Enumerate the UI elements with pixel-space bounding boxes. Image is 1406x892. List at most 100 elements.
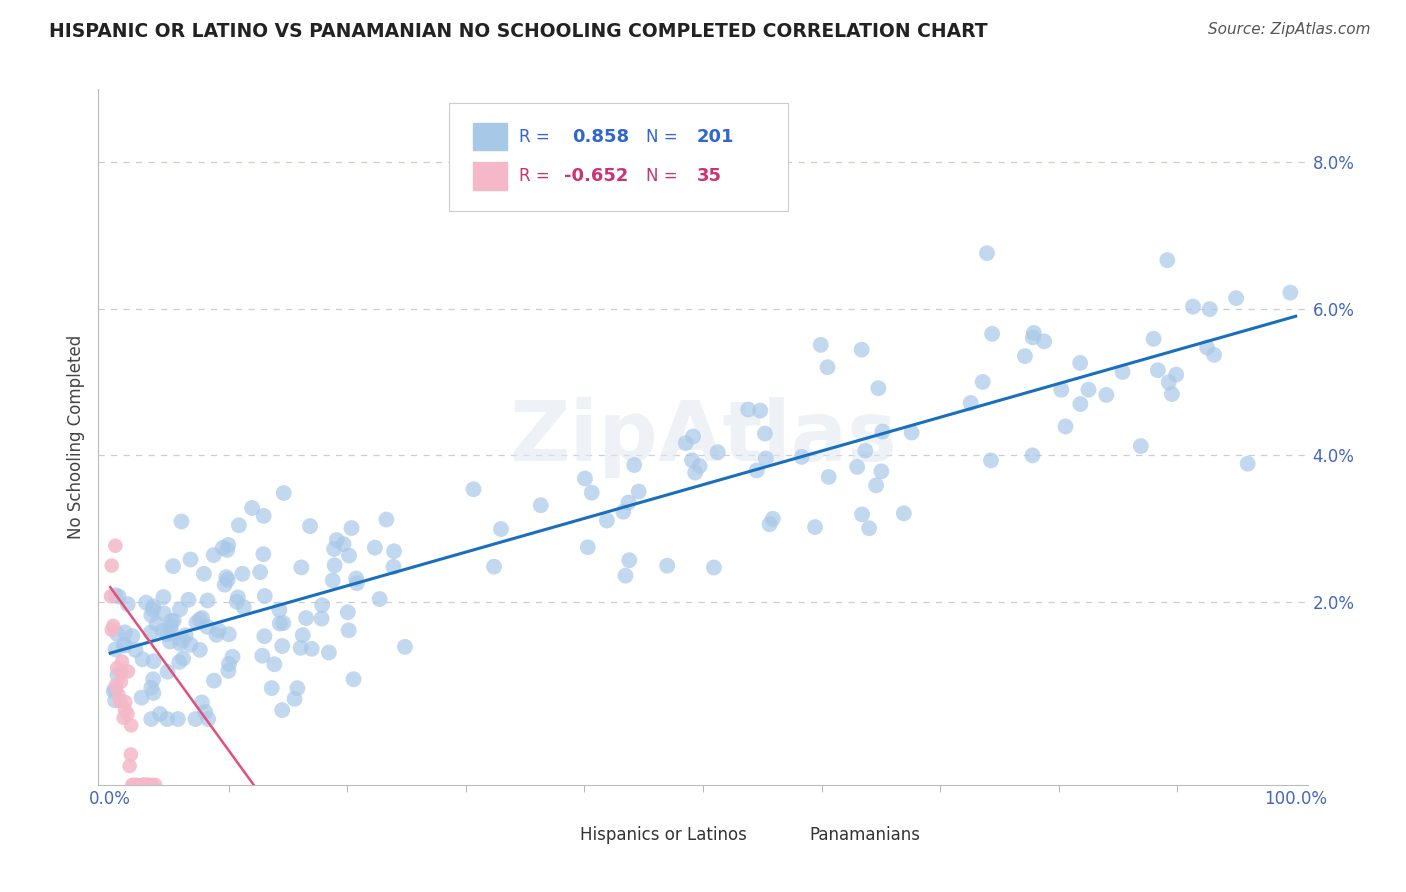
Point xyxy=(142,599,165,614)
Point xyxy=(311,611,333,625)
Point xyxy=(111,655,134,669)
Point xyxy=(318,646,340,660)
Point xyxy=(194,705,217,719)
Point xyxy=(193,566,215,581)
Point xyxy=(1022,326,1045,340)
Point xyxy=(576,541,599,555)
Point xyxy=(141,681,163,695)
Point xyxy=(1111,365,1133,379)
Point xyxy=(114,703,136,717)
Point xyxy=(868,381,890,395)
Point xyxy=(114,639,136,653)
Point xyxy=(260,681,283,695)
Point xyxy=(290,560,312,574)
Point xyxy=(269,616,291,631)
Text: -0.652: -0.652 xyxy=(564,167,628,186)
Point xyxy=(322,574,344,588)
Point xyxy=(167,712,190,726)
Point xyxy=(252,547,274,561)
Point xyxy=(117,665,139,679)
Point xyxy=(1077,383,1099,397)
Point xyxy=(846,459,869,474)
Point xyxy=(284,691,307,706)
Point xyxy=(180,638,202,652)
Point xyxy=(311,598,333,612)
Point xyxy=(136,778,159,792)
Point xyxy=(103,619,125,633)
Point xyxy=(1157,376,1180,390)
Point xyxy=(1225,291,1247,305)
Point xyxy=(804,520,827,534)
Point xyxy=(207,624,229,638)
Point xyxy=(188,613,211,627)
Point xyxy=(136,778,159,792)
Point xyxy=(273,486,295,500)
Point xyxy=(972,375,994,389)
Text: 35: 35 xyxy=(697,167,721,186)
Point xyxy=(323,558,346,573)
Point xyxy=(152,624,174,638)
Point xyxy=(169,636,191,650)
Point xyxy=(107,668,129,682)
Point xyxy=(202,548,225,562)
Point xyxy=(623,458,645,472)
Point xyxy=(1129,439,1152,453)
Point xyxy=(1054,419,1077,434)
Point xyxy=(342,672,364,686)
Point xyxy=(167,655,190,669)
Point xyxy=(900,425,922,440)
Point xyxy=(745,463,768,477)
Point xyxy=(337,549,360,563)
Point xyxy=(105,661,128,675)
Point xyxy=(120,747,142,762)
Point xyxy=(253,589,276,603)
Point xyxy=(299,519,322,533)
Point xyxy=(114,625,136,640)
Point xyxy=(737,402,759,417)
Point xyxy=(1156,253,1178,268)
Point xyxy=(706,445,728,459)
Point xyxy=(1236,457,1258,471)
Point xyxy=(1069,397,1091,411)
Point xyxy=(1021,449,1043,463)
Point xyxy=(159,619,181,633)
Point xyxy=(336,605,359,619)
Text: Source: ZipAtlas.com: Source: ZipAtlas.com xyxy=(1208,22,1371,37)
Point xyxy=(612,505,634,519)
Point xyxy=(218,657,240,671)
Point xyxy=(682,429,704,443)
Point xyxy=(1166,368,1188,382)
Point xyxy=(110,674,132,689)
Point xyxy=(104,539,127,553)
Point xyxy=(689,458,711,473)
Point xyxy=(160,614,183,628)
Point xyxy=(375,512,398,526)
Point xyxy=(981,326,1004,341)
Point xyxy=(344,572,367,586)
Point xyxy=(121,629,143,643)
Point xyxy=(145,616,167,631)
Text: Panamanians: Panamanians xyxy=(810,826,921,844)
Bar xyxy=(546,824,572,847)
Point xyxy=(149,706,172,721)
Point xyxy=(252,648,274,663)
Point xyxy=(253,508,276,523)
Point xyxy=(138,778,160,792)
Point xyxy=(1022,330,1045,344)
Point xyxy=(226,591,249,605)
Point xyxy=(142,602,165,616)
Point xyxy=(754,426,776,441)
Point xyxy=(124,643,146,657)
Point xyxy=(170,515,193,529)
Point xyxy=(703,560,725,574)
Point xyxy=(675,436,697,450)
Point xyxy=(851,343,873,357)
Text: 201: 201 xyxy=(697,128,734,145)
Point xyxy=(627,484,650,499)
Point xyxy=(865,478,887,492)
Point xyxy=(1069,356,1091,370)
Point xyxy=(683,466,706,480)
Point xyxy=(614,568,637,582)
Point xyxy=(337,624,360,638)
Point xyxy=(817,470,839,484)
